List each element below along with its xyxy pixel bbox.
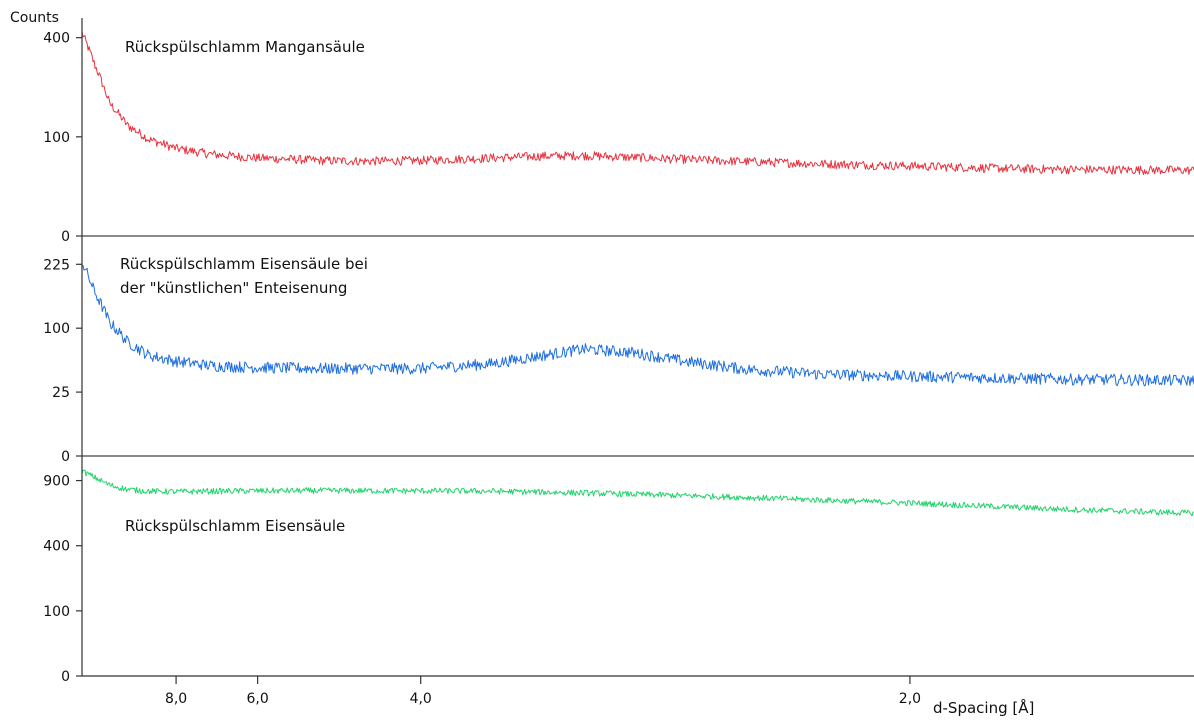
y-tick-label-bottom-2: 400 — [43, 539, 70, 555]
y-tick-label-top-2: 400 — [43, 31, 70, 47]
series-line-bottom — [81, 469, 1194, 517]
panel-top: 0 100 400 Rückspülschlamm Mangansäule — [43, 31, 1194, 245]
annotation-top-0: Rückspülschlamm Mangansäule — [125, 38, 365, 56]
y-tick-label-middle-2: 100 — [43, 321, 70, 337]
annotation-middle-0: Rückspülschlamm Eisensäule bei — [120, 255, 368, 273]
y-tick-label-bottom-0: 0 — [61, 669, 70, 685]
x-tick-label-2: 4,0 — [410, 691, 432, 707]
series-line-middle — [81, 265, 1194, 387]
y-tick-label-top-0: 0 — [61, 229, 70, 245]
panel-middle: 0 25 100 225 Rückspülschlamm Eisensäule bei d… — [43, 255, 1194, 465]
y-tick-label-bottom-1: 100 — [43, 604, 70, 620]
panel-bottom: 0 100 400 900 Rückspülschlamm Eisensäule — [43, 469, 1194, 685]
panels-layer: 0 100 400 Rückspülschlamm Mangansäule 0 25 100… — [43, 31, 1194, 685]
series-line-top — [81, 31, 1194, 175]
x-tick-label-3: 2,0 — [899, 691, 921, 707]
y-tick-label-top-1: 100 — [43, 130, 70, 146]
y-tick-label-bottom-3: 900 — [43, 474, 70, 490]
annotation-middle-1: der "künstlichen" Enteisenung — [120, 279, 347, 297]
y-tick-label-middle-1: 25 — [52, 385, 70, 401]
x-axis-title: d-Spacing [Å] — [933, 698, 1034, 717]
y-axis-title: Counts — [10, 10, 59, 26]
y-tick-label-middle-3: 225 — [43, 257, 70, 273]
y-tick-label-middle-0: 0 — [61, 449, 70, 465]
x-tick-label-1: 6,0 — [246, 691, 268, 707]
annotation-bottom-0: Rückspülschlamm Eisensäule — [125, 517, 345, 535]
axis-layer: 8,0 6,0 4,0 2,0 — [81, 18, 1194, 707]
x-tick-label-0: 8,0 — [165, 691, 187, 707]
